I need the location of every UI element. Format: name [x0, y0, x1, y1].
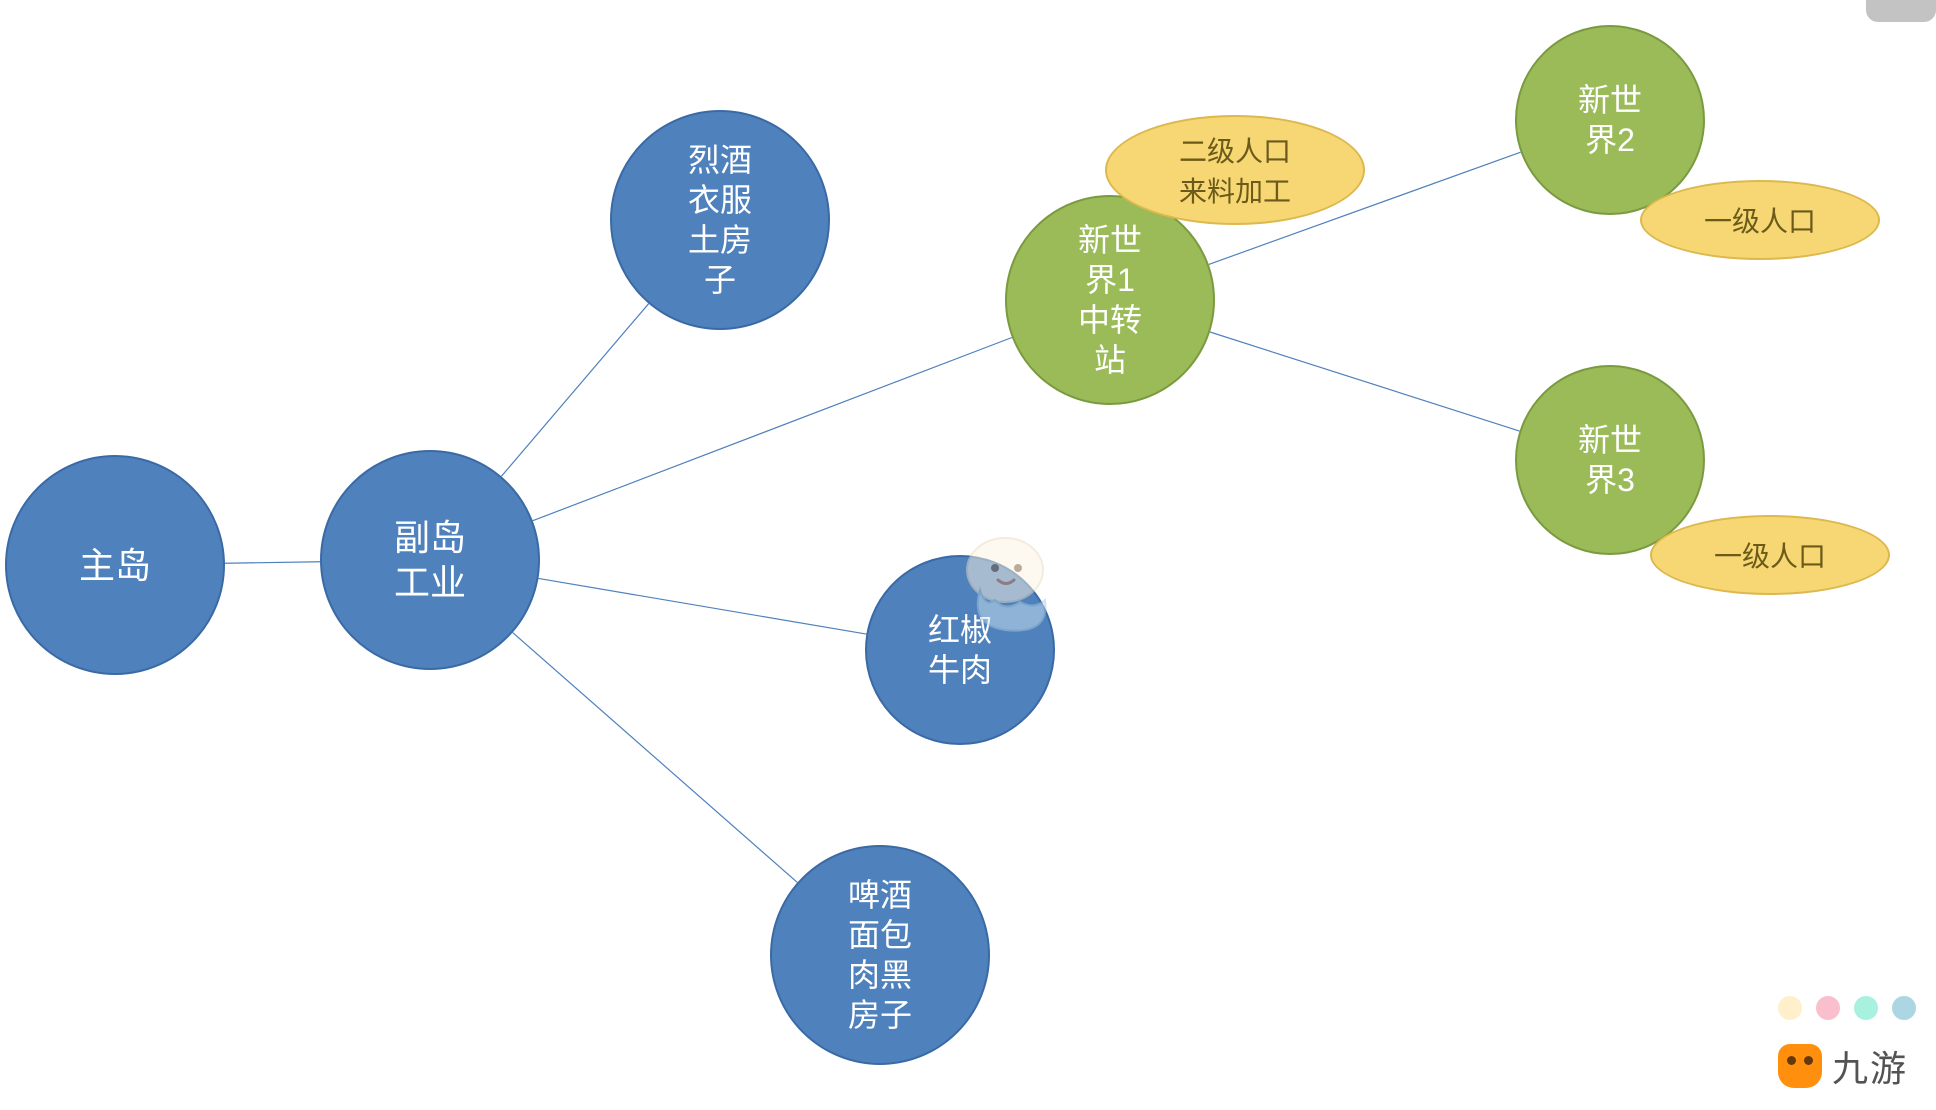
edge	[513, 633, 798, 883]
node-label: 副岛 工业	[394, 515, 466, 605]
node-pop1b: 一级人口	[1650, 515, 1890, 595]
watermark-text: 九游	[1832, 1040, 1908, 1092]
node-label: 啤酒 面包 肉黑 房子	[848, 875, 912, 1035]
top-right-badge	[1866, 0, 1936, 22]
node-label: 二级人口 来料加工	[1179, 130, 1291, 210]
node-main_island: 主岛	[5, 455, 225, 675]
node-newworld3: 新世 界3	[1515, 365, 1705, 555]
node-label: 烈酒 衣服 土房 子	[688, 140, 752, 300]
mascot-icon	[1778, 1044, 1822, 1088]
node-beer: 啤酒 面包 肉黑 房子	[770, 845, 990, 1065]
node-newworld2: 新世 界2	[1515, 25, 1705, 215]
decorative-dots	[1778, 996, 1916, 1020]
dot-icon	[1778, 996, 1802, 1020]
node-sub_island: 副岛 工业	[320, 450, 540, 670]
node-pop1a: 一级人口	[1640, 180, 1880, 260]
node-spirits: 烈酒 衣服 土房 子	[610, 110, 830, 330]
node-label: 一级人口	[1714, 535, 1826, 575]
edge	[538, 578, 866, 634]
node-label: 新世 界2	[1578, 80, 1642, 160]
node-label: 主岛	[79, 543, 151, 588]
edge	[501, 304, 648, 477]
node-label: 新世 界3	[1578, 420, 1642, 500]
ghost-watermark-icon	[950, 530, 1070, 640]
node-newworld1: 新世 界1 中转 站	[1005, 195, 1215, 405]
edge	[1210, 332, 1520, 431]
dot-icon	[1892, 996, 1916, 1020]
edge	[225, 562, 320, 564]
edge	[533, 337, 1012, 520]
dot-icon	[1854, 996, 1878, 1020]
node-pop2: 二级人口 来料加工	[1105, 115, 1365, 225]
site-watermark: 九游	[1778, 1040, 1908, 1092]
dot-icon	[1816, 996, 1840, 1020]
node-label: 一级人口	[1704, 200, 1816, 240]
node-label: 新世 界1 中转 站	[1078, 220, 1142, 380]
